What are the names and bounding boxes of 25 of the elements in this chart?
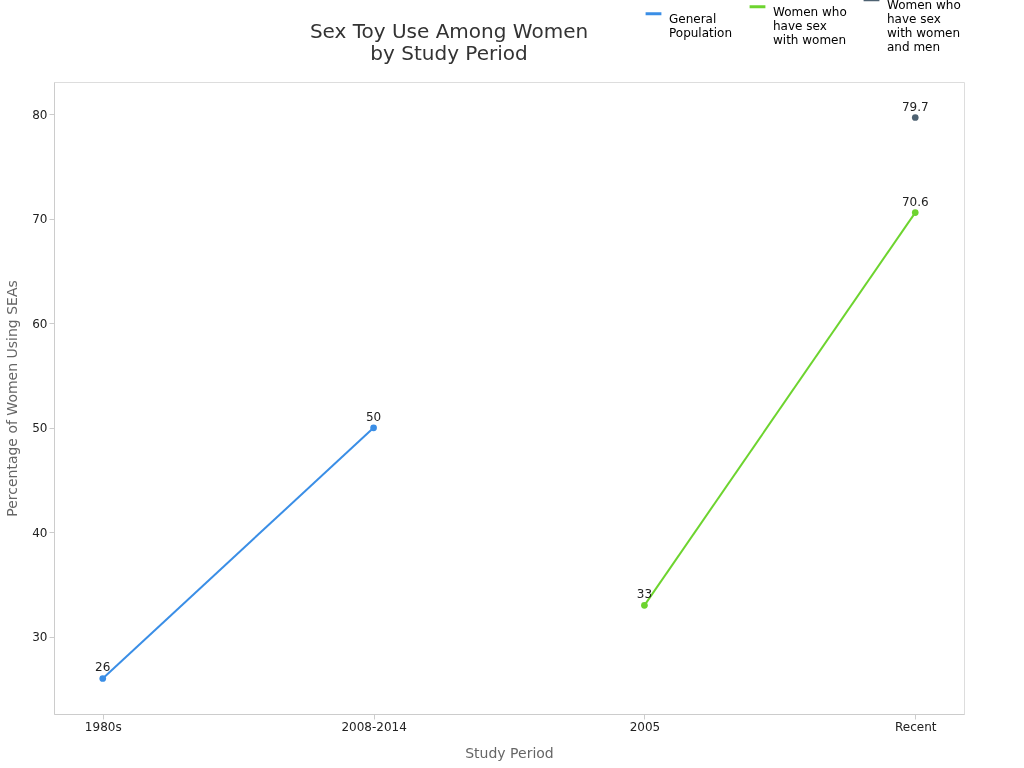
- data-label: 79.7: [901, 99, 929, 114]
- y-tick-label: 50: [32, 421, 48, 436]
- x-tick-label: Recent: [895, 719, 937, 734]
- point: [911, 209, 919, 216]
- y-tick-label: 80: [32, 107, 48, 122]
- y-tick-label: 40: [32, 525, 48, 540]
- x-tick-label: 1980s: [84, 719, 122, 734]
- legend-label: Women who have sex with women: [773, 4, 847, 47]
- legend-label: General Population: [669, 11, 733, 40]
- data-label: 70.6: [901, 194, 929, 209]
- x-tick-label: 2005: [629, 719, 661, 734]
- point: [641, 602, 648, 609]
- y-tick-label: 70: [32, 212, 48, 227]
- x-axis-title: Study Period: [465, 744, 554, 761]
- point: [99, 675, 107, 682]
- data-label: 26: [95, 660, 111, 675]
- y-axis-title: Percentage of Women Using SEAs: [4, 280, 21, 517]
- y-tick-label: 60: [32, 316, 48, 331]
- legend-label: Women who have sex with women and men: [887, 0, 961, 54]
- data-label: 33: [636, 587, 653, 602]
- chart-title: Sex Toy Use Among Women by Study Period: [309, 19, 589, 65]
- y-tick-label: 30: [32, 630, 48, 645]
- x-tick-label: 2008-2014: [341, 719, 407, 734]
- point: [370, 424, 377, 432]
- data-label: 50: [365, 409, 382, 424]
